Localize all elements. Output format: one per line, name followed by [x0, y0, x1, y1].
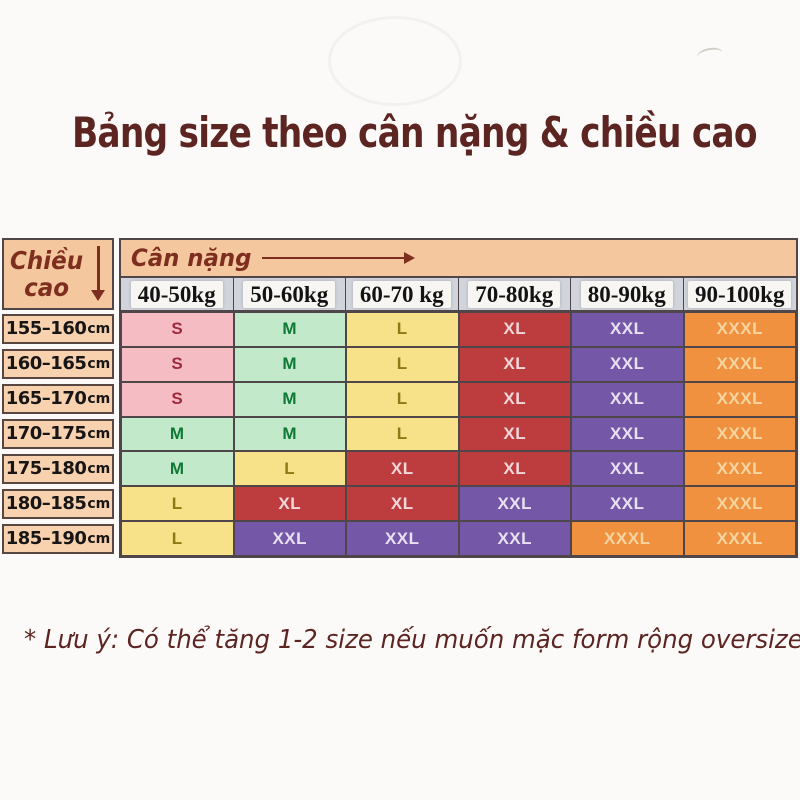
weight-axis-header: Cân nặng — [119, 238, 798, 276]
size-table: Chiều cao 155–160 cm 160–165 cm 165–170 cm … — [2, 238, 798, 558]
weight-column-header: 60-70 kg — [346, 278, 459, 310]
size-cell: S — [121, 381, 234, 417]
size-cell: XL — [346, 486, 459, 522]
note-text: * Lưu ý: Có thể tăng 1-2 size nếu muốn m… — [24, 625, 800, 655]
height-row-label: 160–165 cm — [2, 348, 114, 379]
size-cell: L — [121, 521, 234, 556]
size-cell: L — [346, 381, 459, 417]
size-cell: M — [233, 416, 346, 452]
size-cell: XXXL — [683, 416, 796, 452]
height-row-label: 170–175 cm — [2, 418, 114, 449]
arrow-down-icon — [91, 246, 105, 302]
height-row-label: 175–180 cm — [2, 453, 114, 484]
size-cell: XXXL — [683, 486, 796, 522]
size-cell: XXL — [571, 381, 684, 417]
size-cell: XXL — [571, 416, 684, 452]
weight-column-header: 90-100kg — [684, 278, 797, 310]
size-cell: XXXL — [683, 346, 796, 382]
size-cell: L — [346, 346, 459, 382]
size-cell: XXXL — [683, 451, 796, 487]
weight-axis-label: Cân nặng — [131, 244, 252, 272]
size-cell: XXL — [346, 521, 459, 556]
size-cell: XXL — [571, 312, 684, 347]
height-axis-header: Chiều cao — [2, 238, 114, 310]
size-cell: XXXL — [683, 312, 796, 347]
watermark-curve — [695, 45, 725, 65]
size-cell: XL — [458, 346, 571, 382]
weight-column-header: 50-60kg — [234, 278, 346, 310]
size-cell: XXL — [571, 486, 684, 522]
height-row-label: 165–170 cm — [2, 383, 114, 414]
size-cell: M — [121, 451, 234, 487]
arrow-right-icon — [261, 252, 415, 264]
size-cell: XXXL — [683, 381, 796, 417]
height-row-label: 180–185 cm — [2, 488, 114, 519]
weight-column-header: 80-90kg — [571, 278, 684, 310]
height-column: Chiều cao 155–160 cm 160–165 cm 165–170 cm … — [2, 238, 114, 558]
weight-column-header: 40-50kg — [121, 278, 234, 310]
size-cell: M — [233, 346, 346, 382]
size-cell: XXL — [458, 521, 571, 556]
size-cell: XL — [233, 486, 346, 522]
size-cell: XXL — [458, 486, 571, 522]
size-cell: XL — [346, 451, 459, 487]
size-cell: L — [346, 312, 459, 347]
size-cell: M — [233, 381, 346, 417]
size-cell: M — [233, 312, 346, 347]
size-cell: L — [233, 451, 346, 487]
height-row-labels: 155–160 cm 160–165 cm 165–170 cm 170–175 cm … — [2, 310, 114, 558]
size-cell: L — [346, 416, 459, 452]
size-cell: XXXL — [683, 521, 796, 556]
size-cell-grid: S M L XL XXL XXXL S M L XL XXL XXXL S M … — [119, 310, 798, 558]
size-cell: XL — [458, 451, 571, 487]
size-cell: S — [121, 312, 234, 347]
size-cell: XXL — [571, 451, 684, 487]
weight-header-row: 40-50kg 50-60kg 60-70 kg 70-80kg 80-90kg… — [119, 276, 798, 310]
size-cell: XXL — [233, 521, 346, 556]
height-row-label: 155–160 cm — [2, 313, 114, 344]
size-cell: XXXL — [571, 521, 684, 556]
size-cell: XL — [458, 381, 571, 417]
page-title: Bảng size theo cân nặng & chiều cao — [72, 108, 757, 157]
height-axis-label: Chiều cao — [10, 245, 84, 302]
size-cell: L — [121, 486, 234, 522]
weight-grid: Cân nặng 40-50kg 50-60kg 60-70 kg 70-80k… — [119, 238, 798, 558]
size-cell: XL — [458, 312, 571, 347]
watermark-circle — [328, 16, 462, 106]
size-cell: S — [121, 346, 234, 382]
size-cell: XXL — [571, 346, 684, 382]
height-row-label: 185–190 cm — [2, 523, 114, 554]
weight-column-header: 70-80kg — [459, 278, 571, 310]
size-cell: XL — [458, 416, 571, 452]
size-cell: M — [121, 416, 234, 452]
